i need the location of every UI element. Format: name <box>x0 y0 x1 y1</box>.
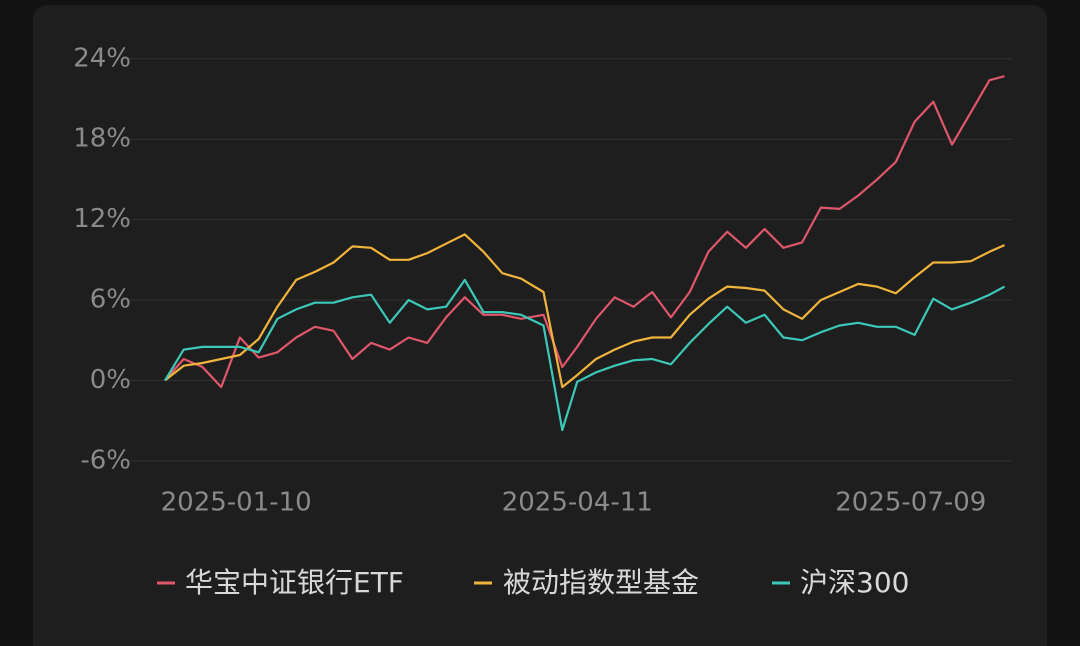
y-tick-label: 0% <box>90 365 131 395</box>
legend-label: 被动指数型基金 <box>503 566 699 599</box>
card <box>33 5 1047 646</box>
x-tick-label: 2025-07-09 <box>835 488 986 518</box>
y-tick-label: 24% <box>73 43 131 73</box>
x-tick-label: 2025-01-10 <box>161 488 312 518</box>
y-tick-label: 12% <box>73 204 131 234</box>
series-line <box>164 233 1005 389</box>
series-line <box>164 75 1005 389</box>
x-tick-label: 2025-04-11 <box>502 488 653 518</box>
y-tick-label: 18% <box>73 124 131 154</box>
y-tick-label: 6% <box>90 285 131 315</box>
series-line <box>164 278 1006 432</box>
legend-label: 沪深300 <box>800 566 909 599</box>
y-tick-label: -6% <box>80 445 131 475</box>
legend-label: 华宝中证银行ETF <box>185 566 404 599</box>
